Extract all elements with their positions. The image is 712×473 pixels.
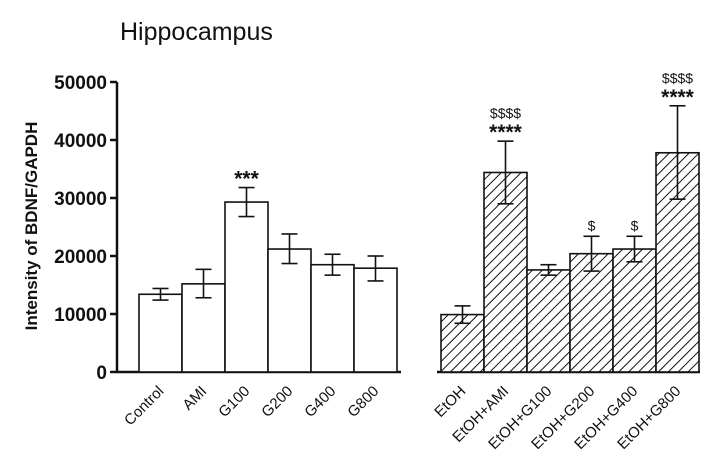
y-tick-label: 20000 [54, 247, 107, 268]
bars [138, 104, 700, 373]
significance-dollars: $$$$ [490, 105, 521, 121]
bar [310, 263, 355, 373]
bar [138, 293, 183, 373]
y-axis-label: Intensity of BDNF/GAPDH [22, 122, 41, 331]
bar [440, 313, 485, 373]
significance-dollars: $ [588, 217, 596, 233]
x-tick-label: G200 [258, 383, 296, 421]
y-tick-label: 50000 [54, 73, 107, 94]
bar [267, 248, 312, 373]
bar [526, 269, 571, 373]
bar [612, 248, 657, 373]
significance-stars: **** [489, 121, 523, 144]
bar [483, 171, 528, 373]
x-tick-label: G800 [344, 383, 382, 421]
x-tick-label: AMI [179, 383, 210, 414]
y-tick-label: 40000 [54, 131, 107, 152]
bar [353, 267, 398, 373]
significance-stars: *** [234, 168, 259, 191]
chart-title: Hippocampus [120, 18, 273, 46]
x-tick-label: G400 [301, 383, 339, 421]
y-tick-label: 30000 [54, 189, 107, 210]
x-tick-label: EtOH [431, 383, 469, 421]
y-tick-label: 10000 [54, 305, 107, 326]
significance-dollars: $$$$ [662, 70, 693, 86]
x-tick-label: Control [121, 383, 167, 429]
significance-dollars: $ [631, 217, 639, 233]
bar [224, 201, 269, 373]
x-tick-label: G100 [215, 383, 253, 421]
significance-stars: **** [661, 86, 695, 109]
bar [569, 252, 614, 373]
y-tick-label: 0 [96, 363, 107, 384]
